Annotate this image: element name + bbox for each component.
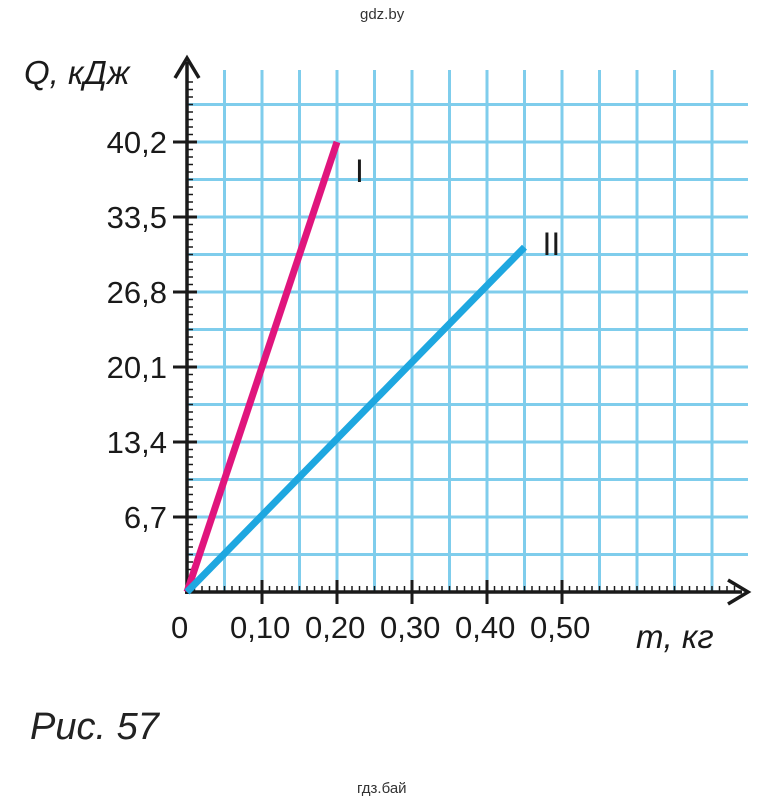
x-tick-label: 0,40 <box>455 610 515 645</box>
chart-series <box>183 140 528 595</box>
series-line-1 <box>183 140 341 594</box>
y-tick-label: 26,8 <box>107 275 167 310</box>
chart-grid <box>187 70 748 592</box>
watermark-top: gdz.by <box>360 6 405 23</box>
figure-caption: Рис. 57 <box>30 706 159 748</box>
y-tick-label: 40,2 <box>107 125 167 160</box>
chart: 6,7 13,4 20,1 26,8 33,5 40,2 0,10 0,20 0,30 0,40 0… <box>24 54 752 655</box>
x-axis-arrow <box>727 578 752 606</box>
x-tick-label: 0,20 <box>305 610 365 645</box>
x-tick-label: 0,50 <box>530 610 590 645</box>
series-line-2 <box>184 244 528 595</box>
y-axis-title: Q, кДж <box>24 54 131 91</box>
series-label-1: I <box>355 153 364 189</box>
x-axis-title: m, кг <box>636 618 714 655</box>
y-tick-label: 33,5 <box>107 200 167 235</box>
origin-label: 0 <box>171 610 188 645</box>
watermark-bottom: гдз.бай <box>357 780 407 797</box>
x-tick-label: 0,30 <box>380 610 440 645</box>
chart-labels: 6,7 13,4 20,1 26,8 33,5 40,2 0,10 0,20 0,30 0,40 0… <box>24 54 714 655</box>
chart-axes <box>173 54 752 606</box>
y-tick-label: 20,1 <box>107 350 167 385</box>
y-axis-arrow <box>173 54 201 79</box>
y-tick-label: 6,7 <box>124 500 167 535</box>
y-tick-label: 13,4 <box>107 425 167 460</box>
x-tick-label: 0,10 <box>230 610 290 645</box>
series-label-2: II <box>543 226 561 262</box>
